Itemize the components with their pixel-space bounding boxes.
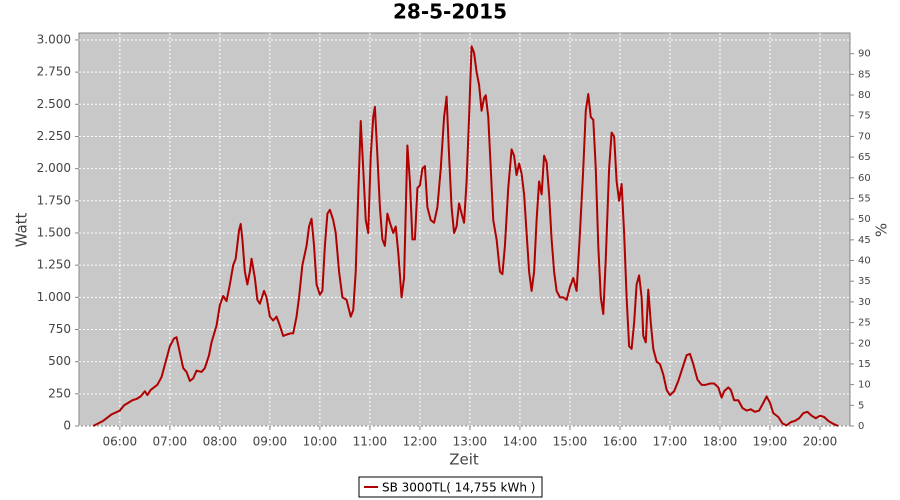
x-tick-label: 13:00 bbox=[453, 435, 488, 449]
x-tick-label: 10:00 bbox=[303, 435, 338, 449]
y-tick-label: 1.000 bbox=[37, 290, 71, 304]
y-tick-label: 2.750 bbox=[37, 65, 71, 79]
y2-tick-label: 30 bbox=[858, 297, 871, 308]
x-tick-label: 14:00 bbox=[503, 435, 538, 449]
y2-tick-label: 10 bbox=[858, 380, 871, 391]
x-tick-label: 18:00 bbox=[703, 435, 738, 449]
y-tick-label: 500 bbox=[48, 354, 71, 368]
y-axis-label: Watt bbox=[13, 212, 31, 247]
x-tick-label: 12:00 bbox=[403, 435, 438, 449]
y-tick-label: 750 bbox=[48, 322, 71, 336]
chart-title: 28-5-2015 bbox=[393, 0, 507, 24]
x-tick-label: 20:00 bbox=[803, 435, 838, 449]
y2-tick-label: 80 bbox=[858, 90, 871, 101]
y2-tick-label: 5 bbox=[858, 400, 864, 411]
y2-tick-label: 90 bbox=[858, 49, 871, 60]
y2-tick-label: 0 bbox=[858, 421, 864, 432]
x-tick-label: 07:00 bbox=[153, 435, 188, 449]
y-tick-label: 1.250 bbox=[37, 258, 71, 272]
series-line bbox=[92, 45, 839, 427]
y2-tick-label: 25 bbox=[858, 318, 871, 329]
y2-tick-label: 55 bbox=[858, 193, 871, 204]
y2-tick-label: 45 bbox=[858, 235, 871, 246]
y2-tick-label: 35 bbox=[858, 276, 871, 287]
x-tick-label: 09:00 bbox=[253, 435, 288, 449]
y-tick-label: 250 bbox=[48, 386, 71, 400]
y2-tick-label: 40 bbox=[858, 256, 871, 267]
x-tick-label: 06:00 bbox=[103, 435, 138, 449]
y2-axis-label: % bbox=[873, 223, 891, 237]
x-tick-label: 16:00 bbox=[603, 435, 638, 449]
y-tick-label: 2.000 bbox=[37, 161, 71, 175]
y2-tick-label: 65 bbox=[858, 152, 871, 163]
y2-tick-label: 70 bbox=[858, 131, 871, 142]
y-tick-label: 2.250 bbox=[37, 129, 71, 143]
legend bbox=[358, 476, 543, 498]
y2-tick-label: 15 bbox=[858, 359, 871, 370]
x-tick-label: 08:00 bbox=[203, 435, 238, 449]
y-tick-label: 2.500 bbox=[37, 97, 71, 111]
x-tick-label: 11:00 bbox=[353, 435, 388, 449]
x-axis-label: Zeit bbox=[449, 451, 479, 469]
plot-area bbox=[78, 32, 851, 427]
y2-tick-label: 75 bbox=[858, 111, 871, 122]
y2-tick-label: 50 bbox=[858, 214, 871, 225]
x-tick-label: 19:00 bbox=[753, 435, 788, 449]
y2-tick-label: 20 bbox=[858, 338, 871, 349]
y-tick-label: 1.750 bbox=[37, 193, 71, 207]
x-tick-label: 15:00 bbox=[553, 435, 588, 449]
x-tick-label: 17:00 bbox=[653, 435, 688, 449]
y-tick-label: 0 bbox=[63, 419, 71, 433]
legend-label: SB 3000TL( 14,755 kWh ) bbox=[382, 481, 535, 495]
y2-tick-label: 85 bbox=[858, 69, 871, 80]
y-tick-label: 3.000 bbox=[37, 32, 71, 46]
y-tick-label: 1.500 bbox=[37, 225, 71, 239]
y2-tick-label: 60 bbox=[858, 173, 871, 184]
